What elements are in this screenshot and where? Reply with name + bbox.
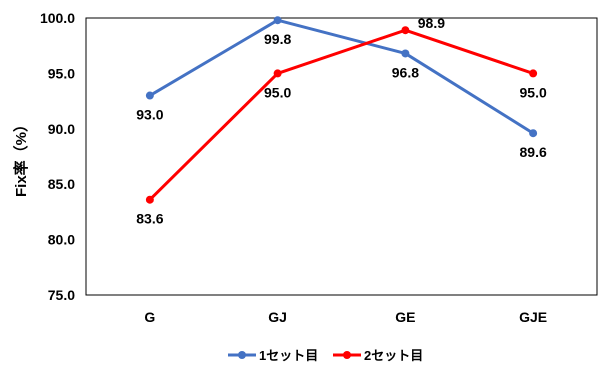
y-tick-label: 80.0: [48, 232, 75, 248]
series-2-point: [145, 195, 154, 204]
data-labels: 93.0 99.8 96.8 89.6 83.6 95.0 98.9 95.0: [136, 15, 547, 227]
y-tick-label: 100.0: [40, 10, 75, 26]
series-2-point: [401, 26, 410, 35]
data-label: 96.8: [392, 64, 419, 80]
series-1-point: [401, 49, 410, 58]
data-label: 99.8: [264, 31, 291, 47]
data-label: 83.6: [136, 211, 163, 227]
y-tick-label: 95.0: [48, 65, 75, 81]
data-label: 95.0: [264, 84, 291, 100]
legend-marker-2: [343, 351, 351, 359]
series-group: [145, 16, 538, 204]
x-tick-label: GE: [395, 309, 415, 325]
y-tick-labels: 75.0 80.0 85.0 90.0 95.0 100.0: [40, 10, 75, 303]
data-label: 93.0: [136, 107, 163, 123]
x-tick-label: GJ: [268, 309, 287, 325]
x-tick-labels: G GJ GE GJE: [144, 309, 547, 325]
x-tick-label: G: [144, 309, 155, 325]
series-2-point: [529, 69, 538, 78]
legend-marker-1: [238, 351, 246, 359]
legend-label-1: 1セット目: [259, 348, 318, 363]
data-label: 89.6: [520, 144, 547, 160]
y-tick-label: 85.0: [48, 176, 75, 192]
series-line-1: [149, 18, 534, 135]
series-1-point: [529, 129, 538, 138]
legend: 1セット目 2セット目: [228, 348, 423, 363]
y-tick-label: 75.0: [48, 287, 75, 303]
series-1-point: [273, 16, 282, 25]
series-2-point: [273, 69, 282, 78]
y-tick-label: 90.0: [48, 121, 75, 137]
data-label: 98.9: [418, 15, 445, 31]
y-axis-label: Fix率（%）: [12, 117, 30, 197]
plot-area: [85, 17, 598, 296]
series-1-point: [145, 91, 154, 100]
x-tick-label: GJE: [519, 309, 547, 325]
data-label: 95.0: [520, 84, 547, 100]
legend-label-2: 2セット目: [364, 348, 423, 363]
series-line-2: [148, 28, 534, 201]
